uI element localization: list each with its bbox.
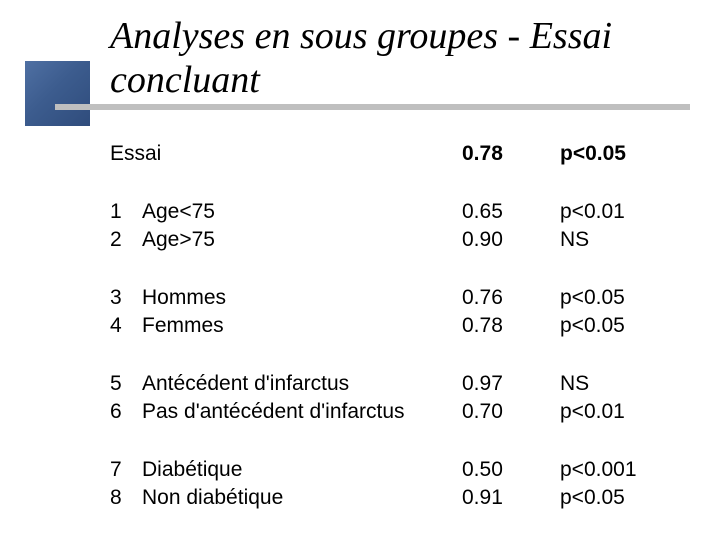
row-label: Non diabétique: [142, 486, 284, 509]
row-label: Antécédent d'infarctus: [142, 372, 350, 395]
header-value: 0.78: [462, 142, 503, 165]
accent-square: [25, 61, 90, 126]
row-value: 0.97: [462, 372, 503, 395]
row-p-value: NS: [560, 228, 590, 251]
row-label: Pas d'antécédent d'infarctus: [142, 400, 405, 423]
row-value: 0.90: [462, 228, 503, 251]
row-number: 5: [110, 372, 122, 395]
row-value: 0.91: [462, 486, 503, 509]
row-value: 0.50: [462, 458, 503, 481]
row-number: 6: [110, 400, 122, 423]
row-number: 4: [110, 314, 122, 337]
row-label: Diabétique: [142, 458, 243, 481]
row-number: 2: [110, 228, 122, 251]
row-p-value: p<0.01: [560, 400, 625, 423]
row-p-value: p<0.05: [560, 286, 625, 309]
row-p-value: p<0.05: [560, 314, 625, 337]
row-value: 0.65: [462, 200, 503, 223]
header-p-value: p<0.05: [560, 142, 626, 165]
row-label: Hommes: [142, 286, 227, 309]
header-label: Essai: [110, 142, 162, 165]
row-number: 1: [110, 200, 122, 223]
row-value: 0.70: [462, 400, 503, 423]
row-p-value: NS: [560, 372, 590, 395]
row-number: 7: [110, 458, 122, 481]
row-p-value: p<0.01: [560, 200, 625, 223]
row-value: 0.78: [462, 314, 503, 337]
row-value: 0.76: [462, 286, 503, 309]
row-label: Age<75: [142, 200, 215, 223]
row-label: Femmes: [142, 314, 224, 337]
row-label: Age>75: [142, 228, 215, 251]
row-p-value: p<0.05: [560, 486, 625, 509]
row-number: 3: [110, 286, 122, 309]
title-rule-line: [55, 104, 690, 110]
row-number: 8: [110, 486, 122, 509]
slide-title: Analyses en sous groupes - Essai conclua…: [110, 15, 613, 101]
row-p-value: p<0.001: [560, 458, 637, 481]
